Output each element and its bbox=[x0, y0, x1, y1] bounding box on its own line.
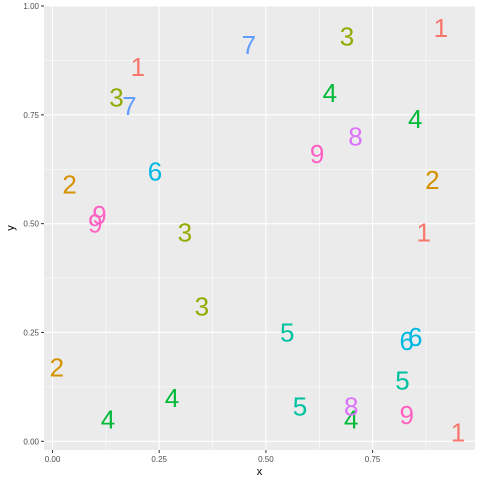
y-tick-label: 0.75 bbox=[23, 111, 39, 120]
point-label-5: 5 bbox=[293, 391, 307, 421]
point-label-9: 9 bbox=[88, 209, 102, 239]
point-label-2: 2 bbox=[62, 169, 76, 199]
point-label-4: 4 bbox=[101, 405, 115, 435]
y-tick-label: 1.00 bbox=[23, 2, 39, 11]
y-tick-label: 0.50 bbox=[23, 220, 39, 229]
point-label-1: 1 bbox=[451, 418, 465, 448]
point-label-8: 8 bbox=[348, 122, 362, 152]
point-label-6: 6 bbox=[408, 322, 422, 352]
y-tick-label: 0.25 bbox=[23, 328, 39, 337]
point-label-7: 7 bbox=[122, 91, 136, 121]
point-label-6: 6 bbox=[148, 156, 162, 186]
point-label-3: 3 bbox=[195, 291, 209, 321]
major-gridlines bbox=[44, 5, 475, 450]
point-label-9: 9 bbox=[92, 200, 106, 230]
point-label-8: 8 bbox=[344, 391, 358, 421]
x-tick-label: 0.75 bbox=[365, 455, 381, 464]
point-label-5: 5 bbox=[395, 365, 409, 395]
point-label-1: 1 bbox=[417, 217, 431, 247]
minor-gridlines bbox=[44, 6, 475, 450]
point-label-2: 2 bbox=[425, 165, 439, 195]
x-tick-label: 0.00 bbox=[45, 455, 61, 464]
point-label-3: 3 bbox=[340, 21, 354, 51]
x-tick-label: 0.50 bbox=[258, 455, 274, 464]
point-label-6: 6 bbox=[399, 326, 413, 356]
point-label-9: 9 bbox=[399, 400, 413, 430]
point-label-9: 9 bbox=[310, 139, 324, 169]
point-label-1: 1 bbox=[434, 13, 448, 43]
axis-ticks bbox=[41, 5, 374, 453]
point-label-3: 3 bbox=[178, 217, 192, 247]
point-label-1: 1 bbox=[131, 52, 145, 82]
point-label-4: 4 bbox=[344, 405, 358, 435]
point-label-5: 5 bbox=[280, 317, 294, 347]
point-label-7: 7 bbox=[242, 30, 256, 60]
point-label-2: 2 bbox=[50, 352, 64, 382]
plot-panel bbox=[44, 6, 475, 450]
x-tick-label: 0.25 bbox=[151, 455, 167, 464]
x-axis-title: x bbox=[257, 466, 263, 478]
tick-labels: 0.00 0.25 0.50 0.75 0.00 0.25 0.50 0.75 1.00 bbox=[23, 2, 380, 464]
point-label-4: 4 bbox=[165, 383, 179, 413]
y-axis-title: y bbox=[5, 225, 17, 231]
point-label-3: 3 bbox=[109, 82, 123, 112]
point-label-4: 4 bbox=[323, 78, 337, 108]
point-label-4: 4 bbox=[408, 104, 422, 134]
y-tick-label: 0.00 bbox=[23, 437, 39, 446]
